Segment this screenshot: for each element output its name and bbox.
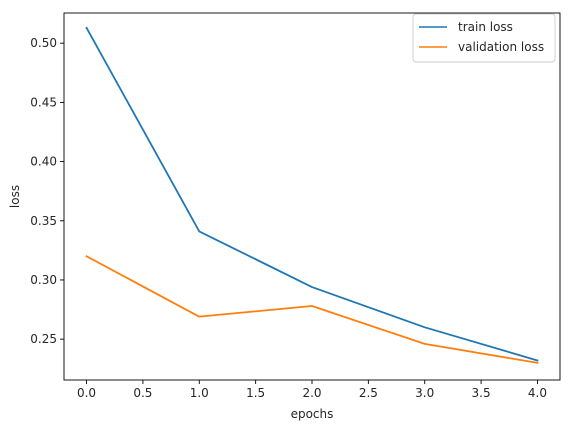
x-tick-label: 2.5: [359, 386, 378, 400]
x-tick-label: 2.0: [302, 386, 321, 400]
y-tick-label: 0.35: [30, 214, 57, 228]
legend-label-train-loss: train loss: [458, 20, 513, 34]
legend-box: [412, 13, 556, 63]
x-axis-label: epochs: [291, 407, 334, 421]
series-layer: [85, 26, 539, 364]
x-tick-label: 1.0: [190, 386, 209, 400]
y-axis: 0.25 0.30 0.35 0.40 0.45 0.50: [30, 36, 64, 346]
plot-area: [64, 13, 560, 380]
x-tick-label: 3.5: [472, 386, 491, 400]
series-line-train-loss: [85, 26, 539, 362]
x-tick-label: 0.0: [77, 386, 96, 400]
x-axis: 0.0 0.5 1.0 1.5 2.0 2.5 3.0 3.5 4.0: [77, 380, 547, 400]
x-tick-label: 0.5: [133, 386, 152, 400]
x-tick-label: 1.5: [246, 386, 265, 400]
y-tick-label: 0.50: [30, 36, 57, 50]
y-tick-label: 0.45: [30, 95, 57, 109]
y-tick-label: 0.30: [30, 273, 57, 287]
y-tick-label: 0.25: [30, 332, 57, 346]
series-line-validation-loss: [85, 255, 539, 364]
x-tick-label: 3.0: [415, 386, 434, 400]
x-tick-label: 4.0: [528, 386, 547, 400]
y-axis-label: loss: [8, 185, 22, 208]
legend-label-validation-loss: validation loss: [458, 40, 544, 54]
legend: train loss validation loss: [412, 13, 556, 63]
y-tick-label: 0.40: [30, 155, 57, 169]
